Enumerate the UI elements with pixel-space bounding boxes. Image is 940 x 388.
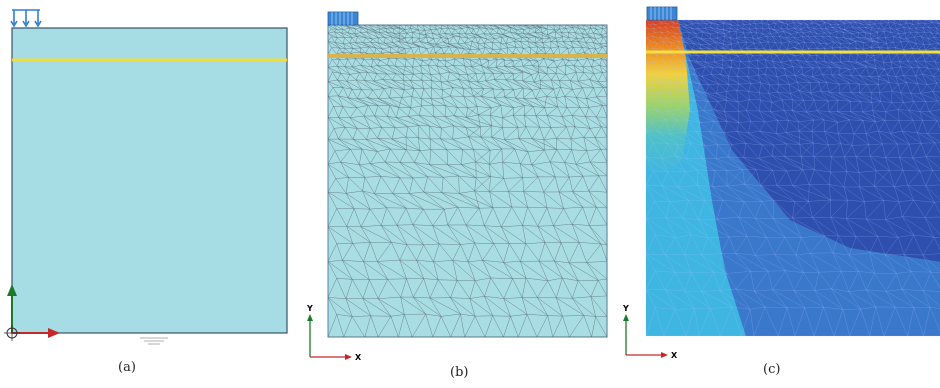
distributed-load-icon: [647, 7, 677, 20]
caption-a: (a): [118, 360, 136, 375]
caption-c: (c): [763, 362, 780, 377]
mesh-domain: [328, 25, 607, 337]
axis-label-y: Y: [622, 304, 629, 313]
mesh-figure: Y X: [300, 0, 620, 384]
axis-label-x: X: [355, 353, 362, 362]
panel-b-mesh: Y X (b): [300, 0, 620, 384]
soil-domain: [12, 28, 287, 333]
caption-b: (b): [450, 365, 468, 380]
water-table-icon: [140, 338, 168, 344]
distributed-load-icon: [328, 12, 358, 25]
panel-c-contour: Y X (c): [620, 0, 940, 384]
axis-label-y: Y: [306, 304, 313, 313]
contour-figure: Y X: [620, 0, 940, 384]
distributed-load-icon: [11, 10, 41, 26]
axis-label-x: X: [671, 351, 678, 360]
panel-a-geometry: (a): [0, 0, 300, 384]
geometry-figure: [0, 0, 300, 384]
